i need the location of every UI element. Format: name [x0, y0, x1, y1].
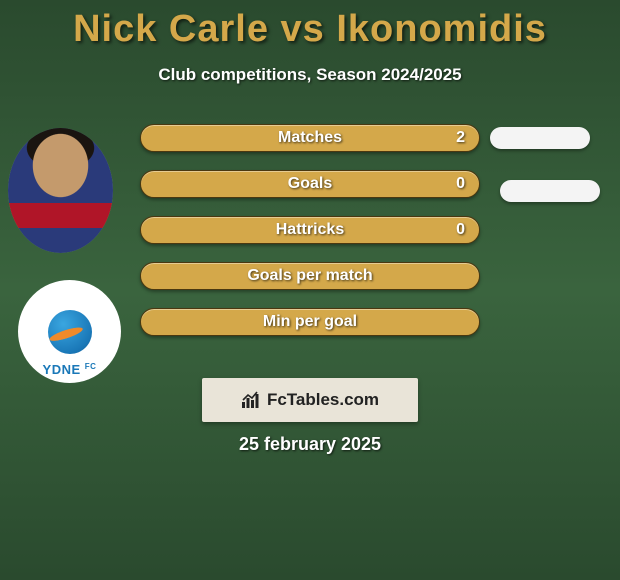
club-code: YDNE [43, 362, 81, 377]
bar-hattricks: Hattricks 0 [140, 216, 480, 244]
club-ball-icon [48, 310, 92, 354]
fctables-logo-text: FcTables.com [267, 390, 379, 410]
bar-label: Min per goal [141, 313, 479, 331]
player1-avatar [8, 128, 113, 253]
club-suffix: FC [85, 362, 97, 371]
player2-club-logo: YDNE FC [18, 280, 121, 383]
club-swoosh-icon [42, 304, 97, 359]
player1-avatar-image [8, 128, 113, 253]
bar-label: Goals per match [141, 267, 479, 285]
bar-matches: Matches 2 [140, 124, 480, 152]
bar-label: Hattricks [141, 221, 479, 239]
bar-value: 2 [456, 129, 465, 147]
club-code-text: YDNE FC [18, 362, 121, 377]
bar-label: Goals [141, 175, 479, 193]
bar-goals: Goals 0 [140, 170, 480, 198]
stats-bars: Matches 2 Goals 0 Hattricks 0 Goals per … [140, 124, 480, 354]
bar-goals-per-match: Goals per match [140, 262, 480, 290]
date-text: 25 february 2025 [0, 434, 620, 455]
comparison-pill-1 [490, 127, 590, 149]
bar-value: 0 [456, 175, 465, 193]
fctables-logo-box[interactable]: FcTables.com [202, 378, 418, 422]
bar-value: 0 [456, 221, 465, 239]
comparison-pill-2 [500, 180, 600, 202]
page-title: Nick Carle vs Ikonomidis [0, 0, 620, 51]
bar-min-per-goal: Min per goal [140, 308, 480, 336]
bar-chart-icon [241, 391, 261, 409]
subtitle: Club competitions, Season 2024/2025 [0, 65, 620, 85]
bar-label: Matches [141, 129, 479, 147]
